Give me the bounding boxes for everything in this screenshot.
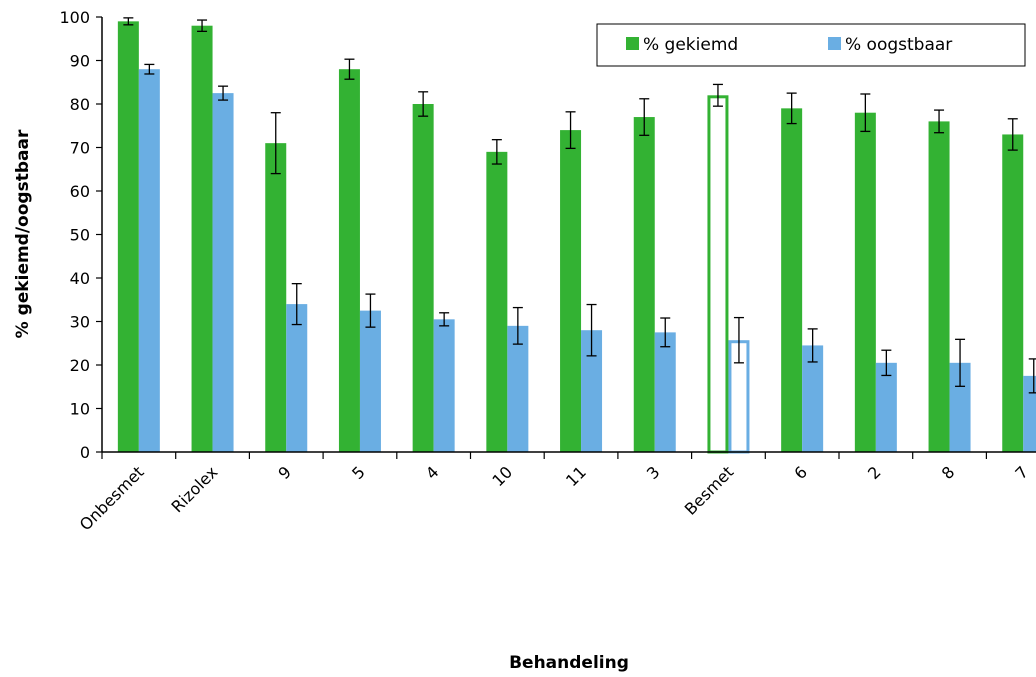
- legend-swatch-oogstbaar: [828, 37, 841, 50]
- y-tick-label: 20: [70, 356, 90, 375]
- bars: [117, 21, 1036, 454]
- x-ticks: Onbesmet Rizolex 9 5 4 10 11 3 Besmet 6 2 8 7: [76, 452, 1032, 534]
- y-tick-label: 90: [70, 52, 90, 71]
- x-tick-label: 3: [643, 462, 664, 483]
- y-tick-label: 40: [70, 269, 90, 288]
- bar-gekiemd: [412, 104, 434, 452]
- bar-oogstbaar: [138, 69, 160, 452]
- legend: % gekiemd % oogstbaar: [596, 23, 1026, 67]
- bar-oogstbaar: [802, 345, 824, 452]
- bar-oogstbaar: [212, 93, 234, 452]
- x-tick-label: 11: [562, 462, 590, 490]
- x-tick-label: 4: [422, 462, 443, 483]
- bar-gekiemd: [707, 95, 729, 454]
- x-tick-label: 9: [274, 462, 295, 483]
- y-tick-label: 10: [70, 400, 90, 419]
- y-tick-label: 60: [70, 182, 90, 201]
- x-tick-label: 8: [938, 462, 959, 483]
- y-ticks: 0 10 20 30 40 50 60 70 80 90 100: [59, 8, 102, 462]
- legend-label-oogstbaar: % oogstbaar: [845, 35, 952, 55]
- bar-oogstbaar: [875, 362, 897, 452]
- x-tick-label: 7: [1011, 462, 1032, 483]
- y-axis-title: % gekiemd/oogstbaar: [13, 129, 33, 338]
- x-tick-label: 2: [864, 462, 885, 483]
- x-tick-label: 5: [348, 462, 369, 483]
- bar-gekiemd: [191, 25, 213, 452]
- bar-gekiemd: [1002, 134, 1024, 452]
- x-axis-title: Behandeling: [509, 653, 629, 673]
- error-bars: [123, 17, 1036, 394]
- bar-oogstbaar: [1023, 375, 1036, 452]
- bar-gekiemd: [338, 69, 360, 452]
- bar-oogstbaar: [507, 325, 529, 452]
- y-tick-label: 50: [70, 226, 90, 245]
- x-tick-label: Onbesmet: [76, 462, 148, 534]
- bar-gekiemd: [928, 121, 950, 453]
- legend-label-gekiemd: % gekiemd: [643, 35, 738, 55]
- bar-gekiemd: [486, 151, 508, 452]
- y-tick-label: 100: [59, 8, 90, 27]
- y-tick-label: 70: [70, 139, 90, 158]
- bar-gekiemd: [117, 21, 139, 452]
- x-tick-label: Besmet: [681, 462, 737, 518]
- bar-oogstbaar: [654, 332, 676, 452]
- bar-oogstbaar: [581, 330, 603, 452]
- bar-oogstbaar: [433, 319, 455, 452]
- x-tick-label: 10: [488, 462, 516, 490]
- bar-oogstbaar: [359, 310, 381, 452]
- y-tick-label: 0: [80, 443, 90, 462]
- x-tick-label: Rizolex: [167, 462, 221, 516]
- bar-oogstbaar: [286, 304, 308, 452]
- y-tick-label: 80: [70, 95, 90, 114]
- legend-box: [596, 23, 1026, 67]
- bar-gekiemd: [633, 117, 655, 453]
- bar-gekiemd: [560, 130, 582, 452]
- bar-gekiemd: [781, 108, 803, 452]
- legend-swatch-gekiemd: [626, 37, 639, 50]
- y-tick-label: 30: [70, 313, 90, 332]
- x-tick-label: 6: [790, 462, 811, 483]
- bar-gekiemd: [265, 143, 287, 452]
- bar-gekiemd: [854, 112, 876, 452]
- bar-oogstbaar: [949, 362, 971, 452]
